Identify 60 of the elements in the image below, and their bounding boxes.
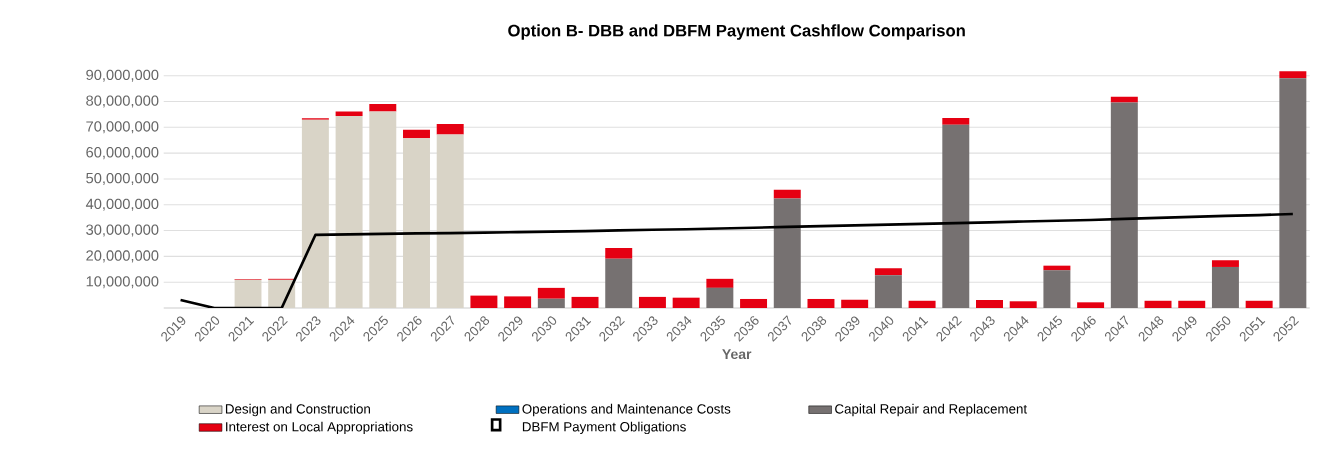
bar <box>1178 300 1206 308</box>
bar <box>874 275 902 308</box>
bar <box>1110 102 1138 308</box>
legend-label: Capital Repair and Replacement <box>835 403 1028 417</box>
y-tick-label: 20,000,000 <box>86 250 159 263</box>
legend-label: DBFM Payment Obligations <box>522 421 686 435</box>
bar <box>706 278 734 288</box>
bar <box>436 134 464 308</box>
bar <box>605 248 633 259</box>
y-tick-label: 10,000,000 <box>86 276 159 289</box>
y-tick-label: 70,000,000 <box>86 121 159 134</box>
y-tick-label: 60,000,000 <box>86 147 159 160</box>
bar <box>335 111 363 116</box>
bar <box>1211 266 1239 308</box>
y-tick-label: 50,000,000 <box>86 172 159 185</box>
bar <box>1279 71 1307 79</box>
bar <box>470 295 498 308</box>
bar <box>807 298 835 308</box>
bar <box>436 123 464 135</box>
bar <box>638 296 666 308</box>
bar <box>976 300 1003 308</box>
bar <box>841 299 869 308</box>
bar <box>571 296 599 308</box>
bar <box>504 296 532 308</box>
bar <box>942 124 970 308</box>
bar <box>672 297 700 308</box>
y-tick-label: 30,000,000 <box>86 224 159 237</box>
bar <box>369 111 397 308</box>
bar <box>369 104 397 112</box>
bar <box>1043 270 1071 308</box>
x-axis-title: Year <box>722 349 752 360</box>
bar <box>942 118 970 125</box>
bar <box>773 198 801 308</box>
bar <box>1279 78 1307 308</box>
bar <box>740 298 768 308</box>
chart-title: Option B- DBB and DBFM Payment Cashflow Comparison <box>508 24 965 40</box>
bar <box>1077 302 1105 308</box>
bar <box>403 138 430 308</box>
bar <box>874 268 902 276</box>
bar <box>537 298 565 308</box>
bar <box>1009 301 1037 308</box>
bar <box>234 279 262 308</box>
bar <box>1144 300 1172 308</box>
bar <box>605 258 633 308</box>
bar <box>537 287 565 299</box>
y-tick-label: 40,000,000 <box>85 198 159 211</box>
y-tick-label: 90,000,000 <box>86 69 159 82</box>
legend-label: Interest on Local Appropriations <box>226 421 413 435</box>
y-tick-label: 80,000,000 <box>86 95 159 108</box>
bar <box>1110 96 1138 103</box>
bar <box>1211 260 1239 267</box>
bar <box>773 189 801 199</box>
bar <box>403 129 430 139</box>
bar <box>706 287 734 308</box>
bar <box>301 119 329 308</box>
legend-label: Design and Construction <box>225 403 370 417</box>
bar <box>335 115 363 308</box>
bar <box>1245 300 1273 308</box>
bar <box>908 300 936 308</box>
legend-label: Operations and Maintenance Costs <box>522 403 731 417</box>
